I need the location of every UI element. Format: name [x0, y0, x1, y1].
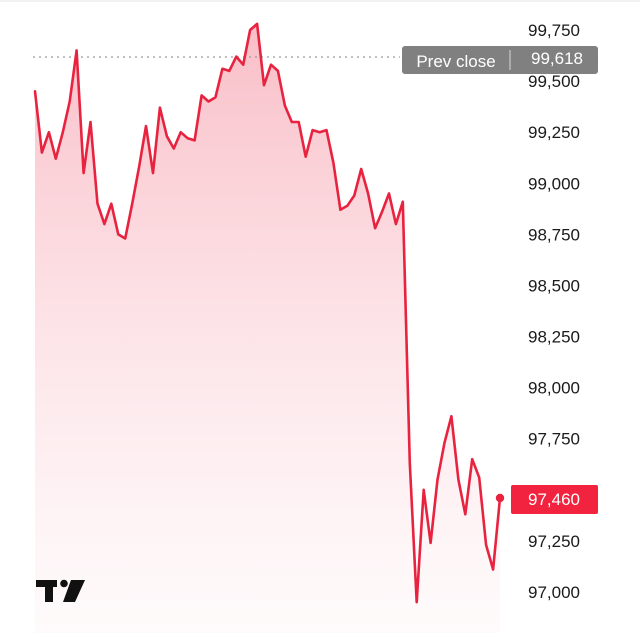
y-axis: 99,750 99,500 99,250 99,000 98,750 98,500 98,2…	[528, 21, 580, 602]
y-tick-label: 98,000	[528, 379, 580, 398]
y-tick-label: 99,000	[528, 174, 580, 193]
prev-close-label: Prev close	[416, 52, 495, 71]
y-tick-label: 97,000	[528, 583, 580, 602]
y-tick-label: 98,750	[528, 225, 580, 244]
price-line	[33, 22, 502, 604]
y-tick-label: 97,750	[528, 430, 580, 449]
prev-close-tag: Prev close 99,618	[402, 46, 598, 74]
y-tick-label: 99,750	[528, 21, 580, 40]
y-tick-label: 97,250	[528, 532, 580, 551]
prev-close-value: 99,618	[531, 49, 583, 68]
prev-close-tag-bg	[402, 46, 598, 74]
y-tick-label: 98,500	[528, 277, 580, 296]
last-price-value: 97,460	[528, 490, 580, 509]
y-tick-label: 98,250	[528, 328, 580, 347]
tradingview-logo	[36, 579, 85, 602]
last-price-dot	[495, 493, 505, 503]
last-price-tag: 97,460	[511, 485, 598, 514]
y-tick-label: 99,250	[528, 123, 580, 142]
last-price-tag-bg	[511, 485, 598, 514]
price-area	[35, 23, 500, 633]
y-tick-label: 99,500	[528, 72, 580, 91]
